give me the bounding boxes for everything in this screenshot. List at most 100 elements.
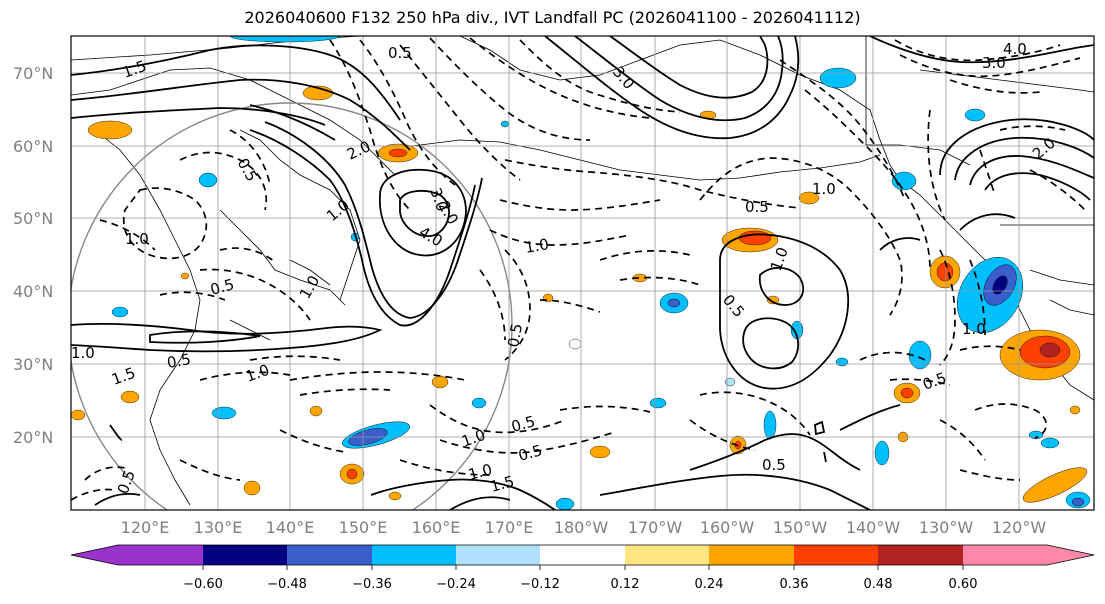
shade-blob xyxy=(724,377,736,387)
contour-label: 1.0 xyxy=(812,180,836,198)
contour-label: 0.5 xyxy=(516,441,544,465)
contour-label: 0.5 xyxy=(388,44,412,62)
colorbar-tick-label: −0.12 xyxy=(520,577,560,592)
lon-label: 160°W xyxy=(700,518,755,537)
shade-blob xyxy=(568,338,582,350)
shade-blob xyxy=(555,497,575,510)
contour-label: 1.0 xyxy=(71,344,95,362)
shade-blob xyxy=(798,191,820,205)
contour-label: 1.0 xyxy=(466,460,494,484)
shade-blob xyxy=(388,148,408,158)
lon-label: 150°W xyxy=(773,518,828,537)
colorbar-segment xyxy=(118,545,203,565)
colorbar-tick-label: 0.48 xyxy=(864,577,893,592)
contour-label: 0.5 xyxy=(745,198,769,216)
colorbar-segment xyxy=(625,545,710,565)
lon-label: 180°W xyxy=(554,518,609,537)
shade-blob xyxy=(738,230,772,246)
shade-blob xyxy=(211,406,237,420)
shade-blob xyxy=(1040,437,1060,449)
lon-label: 140°W xyxy=(846,518,901,537)
shade-blob xyxy=(874,440,890,466)
shade-blob xyxy=(1071,497,1085,507)
lon-label: 150°E xyxy=(339,518,388,537)
contour-label: 0.5 xyxy=(208,275,236,299)
colorbar-tick-label: 0.12 xyxy=(611,577,640,592)
shade-blob xyxy=(1039,342,1061,358)
contour-label: 1.5 xyxy=(488,472,516,496)
contour-label: 0.5 xyxy=(509,412,537,436)
colorbar-segment xyxy=(203,545,288,565)
divergence-shading xyxy=(71,36,1091,510)
shade-blob xyxy=(71,409,86,421)
shade-blob xyxy=(471,397,487,409)
shade-blob xyxy=(180,272,190,280)
radius-circle xyxy=(71,102,513,510)
contour-label: 3.0 xyxy=(982,54,1006,72)
colorbar-outline xyxy=(70,544,1095,566)
shade-blob xyxy=(388,491,402,501)
latitude-labels: 70°N 60°N 50°N 40°N 30°N 20°N xyxy=(13,64,53,447)
contour-label: 1.0 xyxy=(524,235,551,257)
map-title: 2026040600 F132 250 hPa div., IVT Landfa… xyxy=(244,8,861,27)
shade-blob xyxy=(964,108,986,122)
lat-label: 30°N xyxy=(13,355,53,374)
lon-label: 120°E xyxy=(121,518,170,537)
colorbar-tick-label: 0.24 xyxy=(695,577,724,592)
shade-blob xyxy=(309,405,323,417)
shade-blob xyxy=(819,67,857,89)
shade-blob xyxy=(198,172,218,188)
lon-label: 170°W xyxy=(628,518,683,537)
shade-blob xyxy=(891,171,917,191)
colorbar-segment xyxy=(794,545,879,565)
colorbar-segment xyxy=(456,545,541,565)
shade-blob xyxy=(992,275,1008,295)
map-frame xyxy=(70,35,1095,511)
lon-label: 140°E xyxy=(266,518,315,537)
positive-contours xyxy=(71,36,1094,510)
shade-blob xyxy=(763,410,777,440)
shade-blob xyxy=(589,445,611,459)
colorbar-tick-label: −0.60 xyxy=(183,577,223,592)
shade-blob xyxy=(346,468,358,480)
colorbar: −0.60 −0.48 −0.36 −0.24 −0.12 0.12 0.24 … xyxy=(70,544,1095,592)
colorbar-segment xyxy=(540,545,625,565)
shade-blob xyxy=(87,120,133,140)
contour-label: 4.0 xyxy=(1003,40,1027,58)
contour-label: 1.0 xyxy=(125,230,149,248)
shade-blob xyxy=(243,480,261,496)
lon-label: 130°W xyxy=(919,518,974,537)
colorbar-segment xyxy=(878,545,963,565)
shade-blob xyxy=(667,298,681,308)
lat-label: 60°N xyxy=(13,137,53,156)
lat-label: 20°N xyxy=(13,428,53,447)
lon-label: 160°E xyxy=(412,518,461,537)
shade-blob xyxy=(1069,405,1081,415)
negative-contours xyxy=(71,37,1086,501)
lat-label: 50°N xyxy=(13,209,53,228)
shade-blob xyxy=(120,390,140,404)
contour-label: 0.5 xyxy=(504,322,526,349)
colorbar-segment xyxy=(372,545,457,565)
lat-label: 40°N xyxy=(13,282,53,301)
lon-label: 120°W xyxy=(992,518,1047,537)
shade-blob xyxy=(900,387,914,399)
contour-label: 1.0 xyxy=(962,320,986,338)
shade-blob xyxy=(649,397,667,409)
colorbar-extend-high xyxy=(1047,545,1094,565)
colorbar-tick-label: 0.60 xyxy=(949,577,978,592)
longitude-labels: 120°E 130°E 140°E 150°E 160°E 170°E 180°… xyxy=(121,518,1047,537)
colorbar-tick-label: 0.36 xyxy=(780,577,809,592)
shade-blob xyxy=(111,306,129,318)
colorbar-segment xyxy=(963,545,1048,565)
lon-label: 130°E xyxy=(194,518,243,537)
colorbar-segment xyxy=(287,545,372,565)
shade-blob xyxy=(1022,467,1088,503)
lat-label: 70°N xyxy=(13,64,53,83)
shade-blob xyxy=(500,120,510,128)
shade-blob xyxy=(229,36,341,43)
colorbar-tick-label: −0.36 xyxy=(352,577,392,592)
shade-blob xyxy=(835,357,849,367)
colorbar-extend-low xyxy=(71,545,118,565)
